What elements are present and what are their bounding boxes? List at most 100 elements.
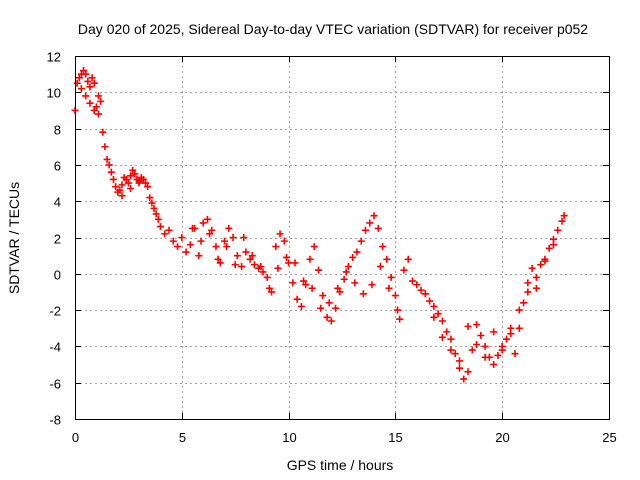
series-sdtvar bbox=[71, 67, 568, 383]
data-point bbox=[520, 299, 528, 307]
data-point bbox=[90, 106, 98, 114]
data-point bbox=[146, 194, 154, 202]
data-point bbox=[150, 204, 158, 212]
data-point bbox=[323, 313, 331, 321]
data-point bbox=[127, 172, 135, 180]
data-point bbox=[122, 175, 130, 183]
data-point bbox=[285, 259, 293, 267]
data-point bbox=[141, 179, 149, 187]
data-point bbox=[361, 226, 369, 234]
data-point bbox=[97, 97, 105, 105]
data-point bbox=[342, 268, 350, 276]
data-point bbox=[116, 186, 124, 194]
data-point bbox=[199, 219, 207, 227]
data-point bbox=[156, 223, 164, 231]
data-point bbox=[379, 243, 387, 251]
data-point bbox=[82, 92, 90, 100]
data-point bbox=[107, 168, 115, 176]
data-point bbox=[129, 166, 137, 174]
data-point bbox=[208, 226, 216, 234]
data-point bbox=[490, 361, 498, 369]
data-point bbox=[366, 219, 374, 227]
data-point bbox=[131, 170, 139, 178]
data-point bbox=[229, 234, 237, 241]
y-tick-label: -4 bbox=[49, 340, 61, 355]
data-point bbox=[178, 234, 186, 241]
data-point bbox=[182, 248, 190, 256]
data-point bbox=[265, 284, 273, 292]
data-point bbox=[481, 353, 489, 361]
data-point bbox=[240, 234, 248, 241]
data-point bbox=[558, 217, 566, 225]
data-point bbox=[223, 243, 231, 251]
data-point bbox=[387, 273, 395, 281]
data-point bbox=[268, 288, 276, 296]
data-point bbox=[394, 306, 402, 314]
data-point bbox=[206, 230, 214, 238]
y-tick-label: -2 bbox=[49, 304, 61, 319]
data-point bbox=[473, 341, 481, 349]
data-point bbox=[75, 74, 83, 82]
data-point bbox=[524, 279, 532, 287]
data-point bbox=[289, 279, 297, 287]
data-point bbox=[511, 350, 519, 358]
data-point bbox=[263, 273, 271, 281]
data-point bbox=[306, 255, 314, 263]
y-tick-label: 6 bbox=[54, 159, 61, 174]
data-point bbox=[94, 92, 102, 100]
data-point bbox=[460, 375, 468, 383]
data-point bbox=[507, 330, 515, 338]
data-point bbox=[319, 292, 327, 300]
x-tick-label: 20 bbox=[495, 430, 509, 445]
y-tick-label: 12 bbox=[47, 50, 61, 65]
tick-labels: 0 5 10 15 20 25 -8 -6 -4 -2 0 2 4 6 8 10 12 bbox=[47, 50, 617, 446]
data-point bbox=[225, 224, 233, 232]
data-point bbox=[154, 215, 162, 223]
data-point bbox=[80, 67, 88, 75]
data-point bbox=[447, 346, 455, 354]
x-tick-label: 5 bbox=[179, 430, 186, 445]
data-point bbox=[242, 248, 250, 256]
data-point bbox=[118, 192, 126, 200]
data-point bbox=[246, 255, 254, 263]
data-point bbox=[216, 259, 224, 267]
data-point bbox=[357, 237, 365, 245]
data-point bbox=[188, 224, 196, 232]
data-point bbox=[327, 317, 335, 325]
data-point bbox=[494, 351, 502, 359]
data-point bbox=[426, 297, 434, 305]
data-point bbox=[434, 310, 442, 318]
data-point bbox=[515, 324, 523, 332]
data-point bbox=[282, 253, 290, 261]
data-point bbox=[82, 70, 90, 78]
data-point bbox=[421, 290, 429, 298]
data-point bbox=[174, 243, 182, 251]
data-point bbox=[77, 85, 85, 93]
x-tick-label: 0 bbox=[72, 430, 79, 445]
data-point bbox=[359, 290, 367, 298]
data-points bbox=[71, 67, 568, 383]
data-point bbox=[118, 181, 126, 189]
data-point bbox=[385, 284, 393, 292]
data-point bbox=[297, 302, 305, 310]
data-point bbox=[537, 261, 545, 269]
data-point bbox=[528, 264, 536, 272]
data-point bbox=[490, 328, 498, 336]
data-point bbox=[368, 281, 376, 289]
data-point bbox=[148, 199, 156, 207]
data-point bbox=[438, 317, 446, 325]
data-point bbox=[94, 110, 102, 118]
data-point bbox=[293, 295, 301, 303]
data-point bbox=[300, 277, 308, 285]
data-point bbox=[451, 350, 459, 358]
data-point bbox=[310, 243, 318, 251]
data-point bbox=[169, 237, 177, 245]
y-tick-label: 2 bbox=[54, 232, 61, 247]
data-point bbox=[554, 226, 562, 234]
data-point bbox=[109, 175, 117, 183]
data-point bbox=[464, 368, 472, 376]
data-point bbox=[351, 279, 359, 287]
data-point bbox=[302, 281, 310, 289]
data-point bbox=[532, 284, 540, 292]
